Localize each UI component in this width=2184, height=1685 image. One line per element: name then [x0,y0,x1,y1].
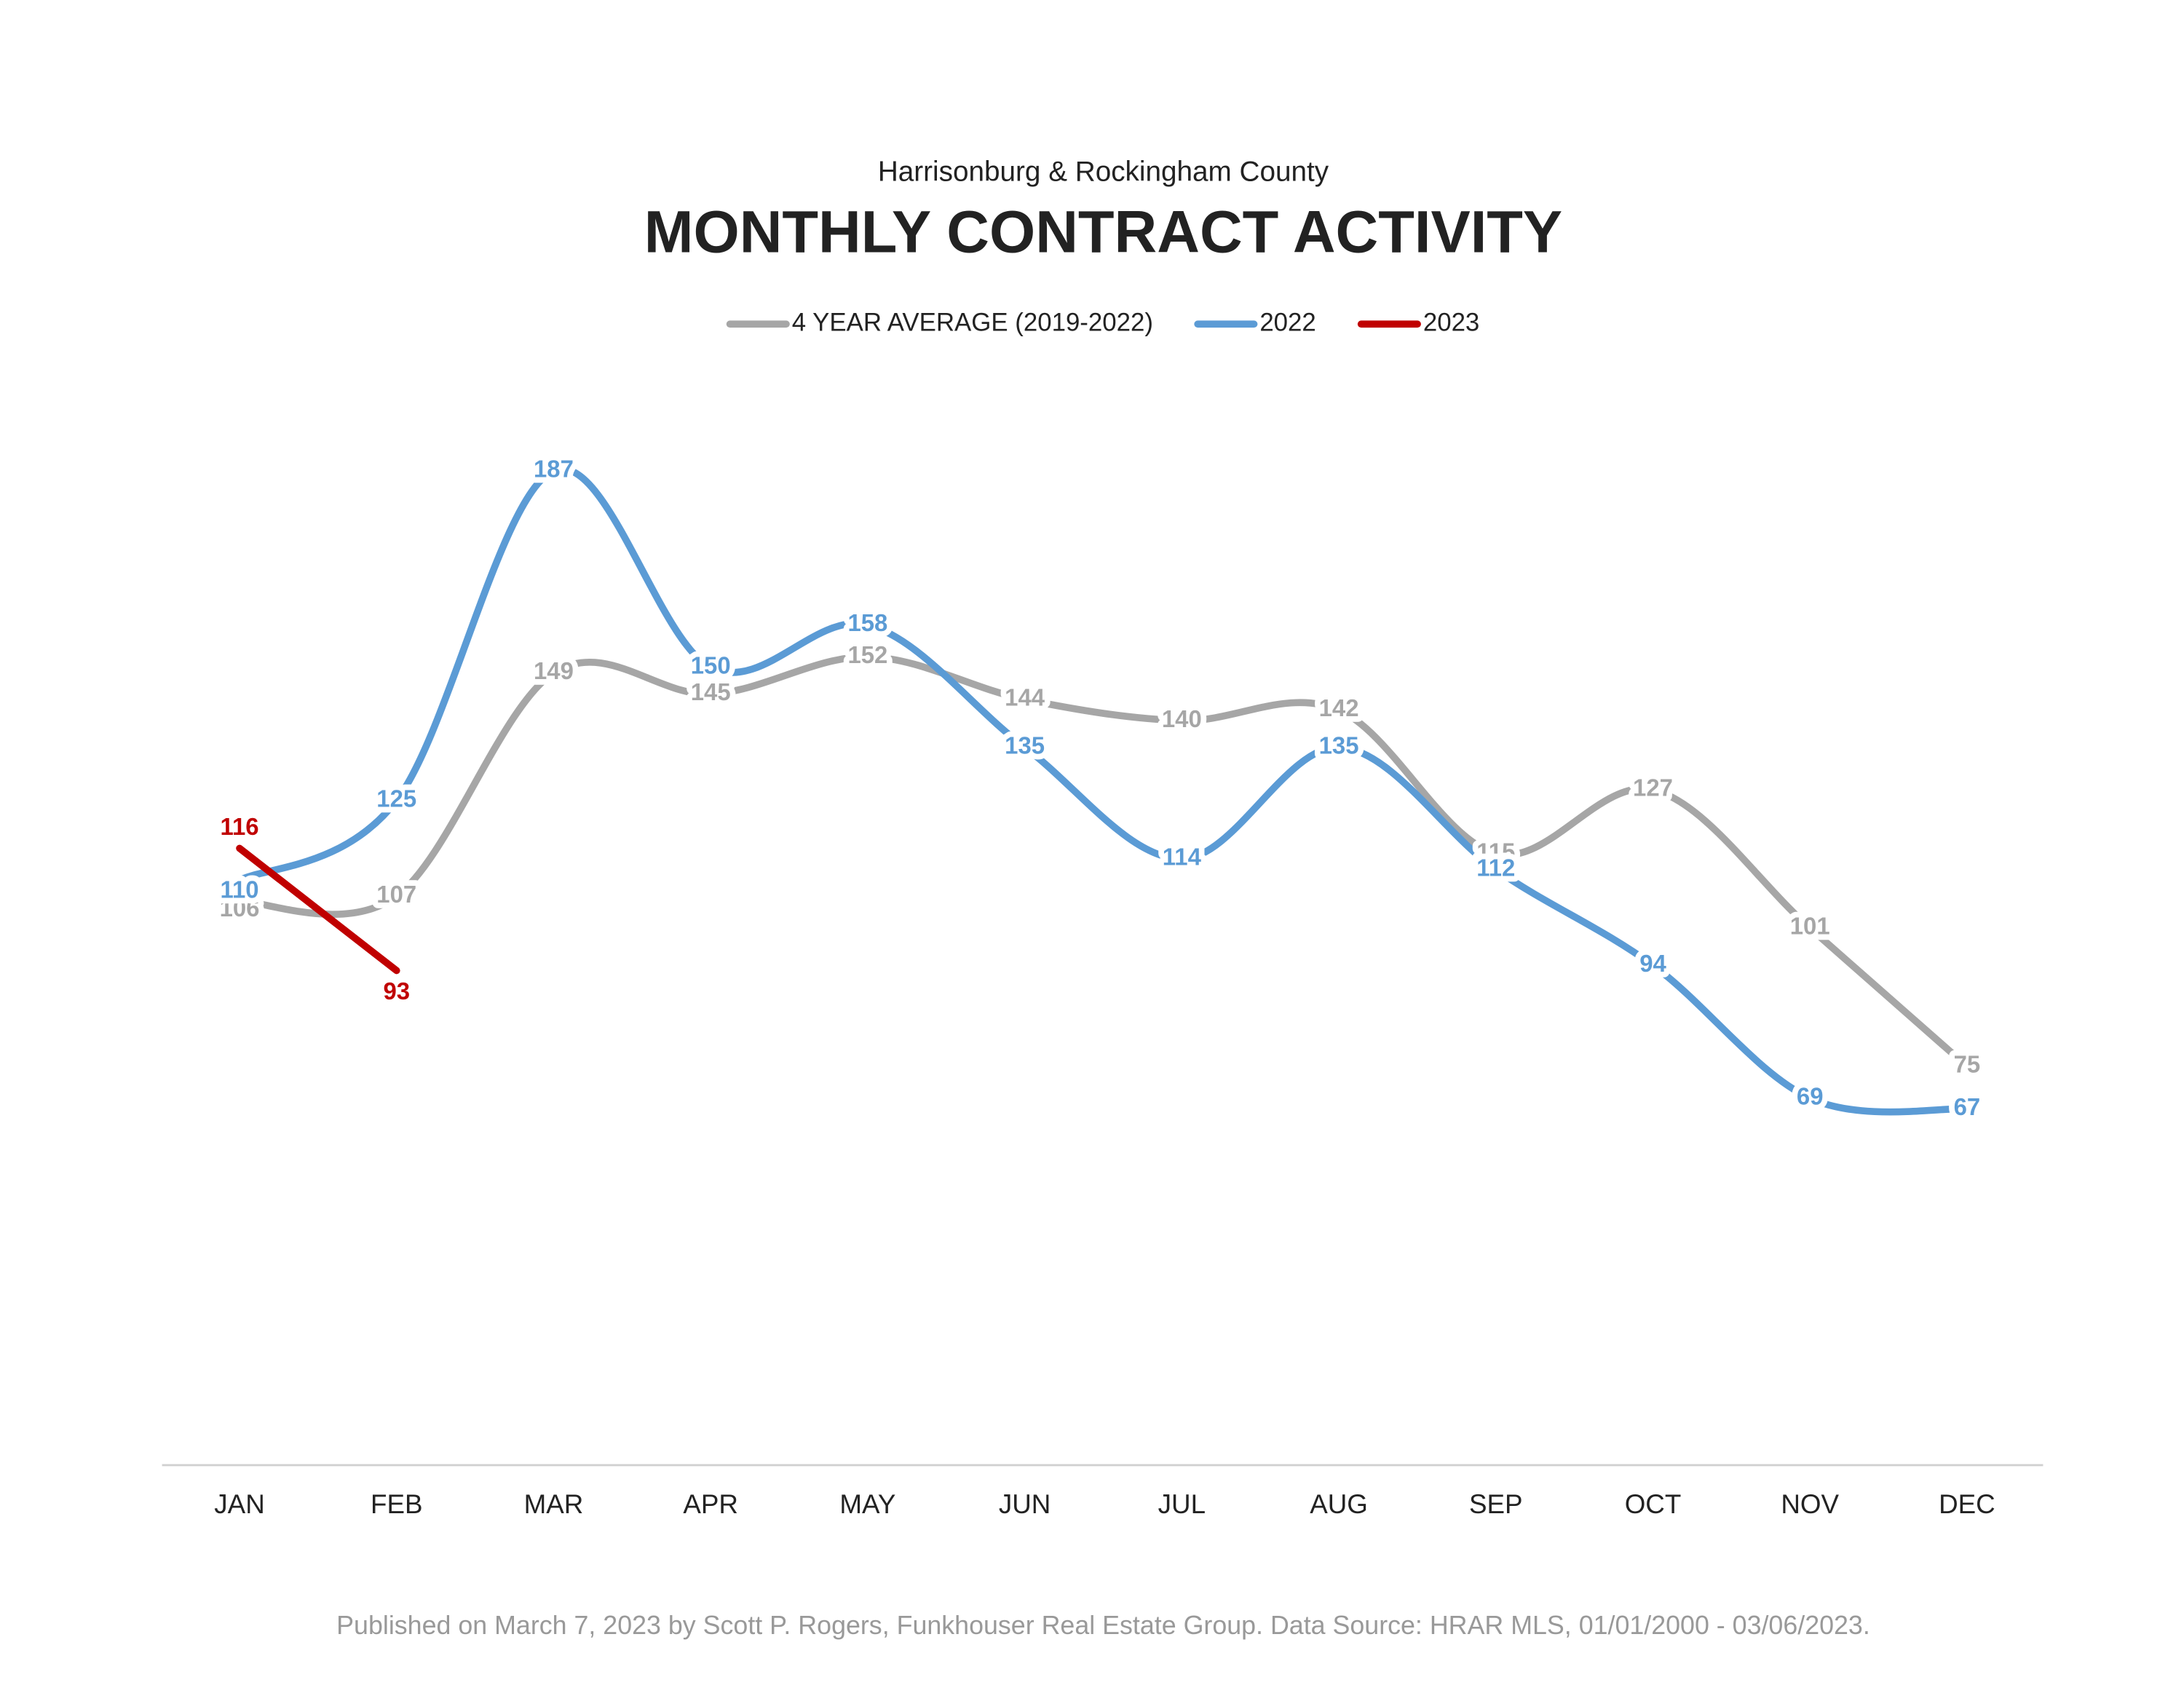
data-label: 110 [221,876,259,903]
data-label: 115 [1476,838,1515,865]
data-label: 67 [1954,1093,1981,1120]
data-label: 144 [1005,684,1045,711]
series-line [236,844,400,975]
data-label: 127 [1633,774,1673,801]
data-label: 135 [1005,732,1045,758]
data-label: 135 [1319,732,1359,758]
data-label: 145 [691,678,731,705]
x-tick-label: JAN [214,1489,264,1519]
data-label: 101 [1790,913,1830,940]
legend-label: 2022 [1259,308,1315,336]
data-label: 152 [847,641,887,668]
x-tick-label: AUG [1310,1489,1368,1519]
data-label: 125 [376,785,416,812]
data-label: 94 [1639,950,1666,977]
x-tick-label: JUN [999,1489,1051,1519]
x-tick-label: OCT [1625,1489,1682,1519]
x-tick-label: SEP [1469,1489,1523,1519]
series-line [236,653,1971,1070]
data-label: 93 [383,978,410,1004]
data-label: 142 [1319,694,1359,721]
x-tick-label: JUL [1158,1489,1206,1519]
x-tick-label: MAY [839,1489,895,1519]
chart-title: MONTHLY CONTRACT ACTIVITY [644,199,1562,266]
data-label: 140 [1162,705,1202,732]
legend-label: 2023 [1423,308,1479,336]
data-label: 149 [534,657,574,684]
x-tick-label: MAR [524,1489,584,1519]
data-label: 114 [1163,844,1202,871]
data-label: 112 [1476,854,1515,881]
data-label: 187 [534,455,574,482]
chart-subtitle: Harrisonburg & Rockingham County [878,156,1329,187]
series-line [236,465,1971,1116]
data-label: 116 [221,813,259,840]
data-label: 158 [847,609,887,636]
x-tick-label: NOV [1781,1489,1839,1519]
data-label: 106 [220,895,260,921]
data-label: 150 [691,652,731,679]
footer: Published on March 7, 2023 by Scott P. R… [336,1611,1870,1640]
data-label: 75 [1954,1051,1981,1078]
x-tick-label: FEB [371,1489,423,1519]
data-label: 69 [1797,1083,1824,1110]
legend-label: 4 YEAR AVERAGE (2019-2022) [792,308,1153,336]
x-tick-label: APR [683,1489,738,1519]
x-tick-label: DEC [1939,1489,1995,1519]
data-label: 107 [376,881,416,908]
